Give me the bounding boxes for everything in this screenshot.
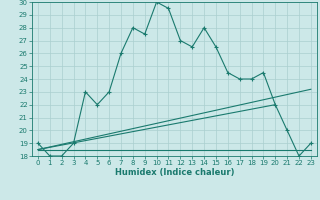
X-axis label: Humidex (Indice chaleur): Humidex (Indice chaleur) — [115, 168, 234, 177]
